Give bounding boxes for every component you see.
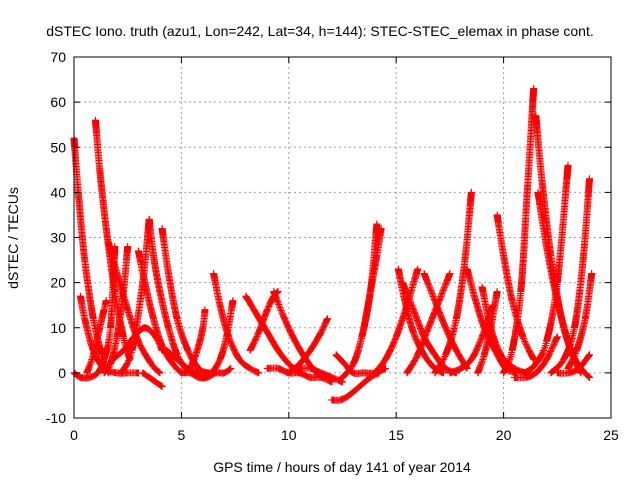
- data-point-markers: [521, 161, 572, 377]
- data-series-arc: [182, 306, 209, 377]
- data-series-arc: [510, 333, 561, 382]
- data-point-markers: [510, 333, 561, 382]
- y-axis-title: dSTEC / TECUs: [5, 187, 21, 289]
- data-point-markers: [568, 351, 593, 381]
- data-point-markers: [100, 243, 132, 377]
- data-point-markers: [431, 188, 475, 377]
- y-tick-label: 20: [50, 275, 66, 291]
- data-point-markers: [394, 265, 447, 377]
- data-point-markers: [190, 297, 237, 381]
- x-tick-label: 20: [496, 427, 512, 443]
- x-axis-title: GPS time / hours of day 141 of year 2014: [213, 459, 471, 475]
- data-series-arc: [285, 315, 331, 377]
- data-series-arc: [564, 270, 596, 372]
- data-series-arc: [296, 364, 346, 386]
- data-point-markers: [547, 175, 593, 377]
- y-tick-label: -10: [46, 410, 66, 426]
- y-tick-label: 60: [50, 94, 66, 110]
- y-tick-label: 50: [50, 139, 66, 155]
- data-point-markers: [139, 369, 166, 390]
- data-point-markers: [76, 292, 142, 377]
- x-tick-label: 10: [281, 427, 297, 443]
- data-point-markers: [296, 364, 346, 386]
- data-series-arc: [100, 243, 132, 377]
- data-series-arc: [190, 297, 237, 381]
- data-series-arc: [431, 188, 475, 377]
- data-series-arc: [521, 161, 572, 377]
- y-tick-label: 0: [58, 365, 66, 381]
- y-tick-label: 40: [50, 184, 66, 200]
- data-series-arc: [394, 265, 447, 377]
- y-tick-label: 10: [50, 320, 66, 336]
- data-point-markers: [360, 225, 385, 332]
- data-series-arc: [500, 85, 538, 377]
- data-point-markers: [500, 85, 538, 377]
- x-tick-label: 25: [603, 427, 619, 443]
- data-series-arc: [145, 215, 190, 372]
- y-tick-label: 70: [50, 49, 66, 65]
- x-tick-label: 5: [178, 427, 186, 443]
- data-series-arc: [547, 175, 593, 377]
- data-point-markers: [83, 297, 110, 377]
- data-point-markers: [145, 215, 190, 372]
- y-tick-label: 30: [50, 230, 66, 246]
- x-tick-label: 15: [388, 427, 404, 443]
- data-series-arc: [83, 297, 110, 377]
- data-series-arc: [360, 225, 385, 332]
- data-point-markers: [182, 306, 209, 377]
- data-points: [70, 85, 596, 404]
- chart-title: dSTEC Iono. truth (azu1, Lon=242, Lat=34…: [46, 23, 593, 39]
- data-series-arc: [76, 292, 142, 377]
- data-point-markers: [564, 270, 596, 372]
- data-series-arc: [139, 369, 166, 390]
- x-tick-label: 0: [70, 427, 78, 443]
- data-series-arc: [568, 351, 593, 381]
- data-point-markers: [285, 315, 331, 377]
